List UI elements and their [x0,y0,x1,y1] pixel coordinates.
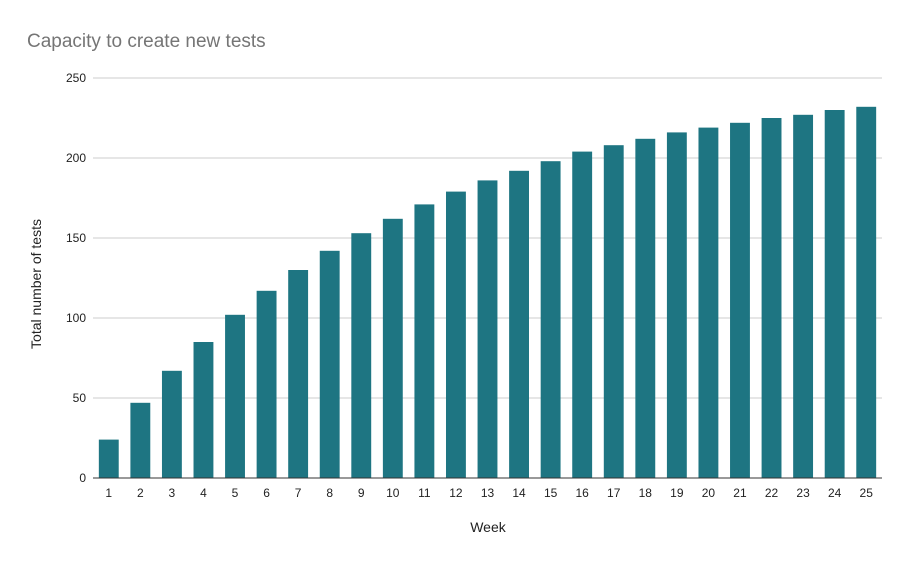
x-tick-label: 18 [639,486,653,500]
bar-week-3 [161,370,182,478]
x-tick-label: 6 [263,486,270,500]
x-tick-label: 24 [828,486,842,500]
bar-week-15 [540,161,561,478]
x-tick-label: 15 [544,486,558,500]
x-tick-label: 11 [418,486,431,500]
bar-week-22 [761,118,782,478]
bar-week-8 [319,250,340,478]
y-axis-label: Total number of tests [28,219,44,349]
x-tick-label: 3 [169,486,176,500]
x-tick-label: 17 [607,486,621,500]
bar-week-12 [445,191,466,478]
bar-week-5 [225,314,245,478]
x-tick-label: 10 [386,486,400,500]
bar-week-23 [793,114,814,479]
bar-week-1 [98,439,119,478]
y-tick-label: 100 [66,311,86,325]
bar-week-11 [414,204,435,478]
x-tick-label: 16 [576,486,590,500]
bar-week-17 [603,145,624,478]
y-tick-label: 50 [73,391,87,405]
x-tick-label: 22 [765,486,779,500]
bar-week-21 [730,122,750,479]
y-tick-label: 150 [66,231,86,245]
x-axis-ticks: 1 2 3 4 5 6 7 8 9 10 11 12 13 14 15 16 17 18 19 20 21 22 23 24 2… [105,486,873,500]
y-tick-label: 200 [66,151,86,165]
x-tick-label: 23 [796,486,810,500]
x-axis-label: Week [470,519,507,535]
bar-week-13 [477,180,498,478]
bars [98,106,877,479]
bar-week-4 [193,342,214,478]
x-tick-label: 19 [670,486,684,500]
x-tick-label: 21 [733,486,747,500]
bar-week-24 [824,110,845,478]
bar-week-19 [666,132,687,478]
bar-week-6 [256,290,277,478]
chart-title: Capacity to create new tests [27,31,266,52]
bar-week-14 [509,170,530,479]
x-tick-label: 20 [702,486,716,500]
x-tick-label: 9 [358,486,365,500]
bar-week-25 [856,106,877,479]
x-tick-label: 13 [481,486,495,500]
x-tick-label: 12 [449,486,463,500]
bar-week-2 [130,402,151,478]
x-tick-label: 1 [105,486,112,500]
x-tick-label: 2 [137,486,144,500]
x-tick-label: 25 [860,486,874,500]
bar-week-16 [572,151,593,478]
bar-week-7 [288,270,309,478]
x-tick-label: 8 [326,486,333,500]
x-tick-label: 4 [200,486,207,500]
y-tick-label: 250 [66,71,86,85]
y-axis-ticks: 0 50 100 150 200 250 [66,71,86,485]
bar-week-18 [635,138,656,479]
x-tick-label: 14 [512,486,526,500]
bar-week-9 [351,233,372,478]
x-tick-label: 5 [232,486,239,500]
bar-week-10 [382,218,403,479]
bar-week-20 [698,127,719,478]
x-tick-label: 7 [295,486,302,500]
y-tick-label: 0 [79,471,86,485]
